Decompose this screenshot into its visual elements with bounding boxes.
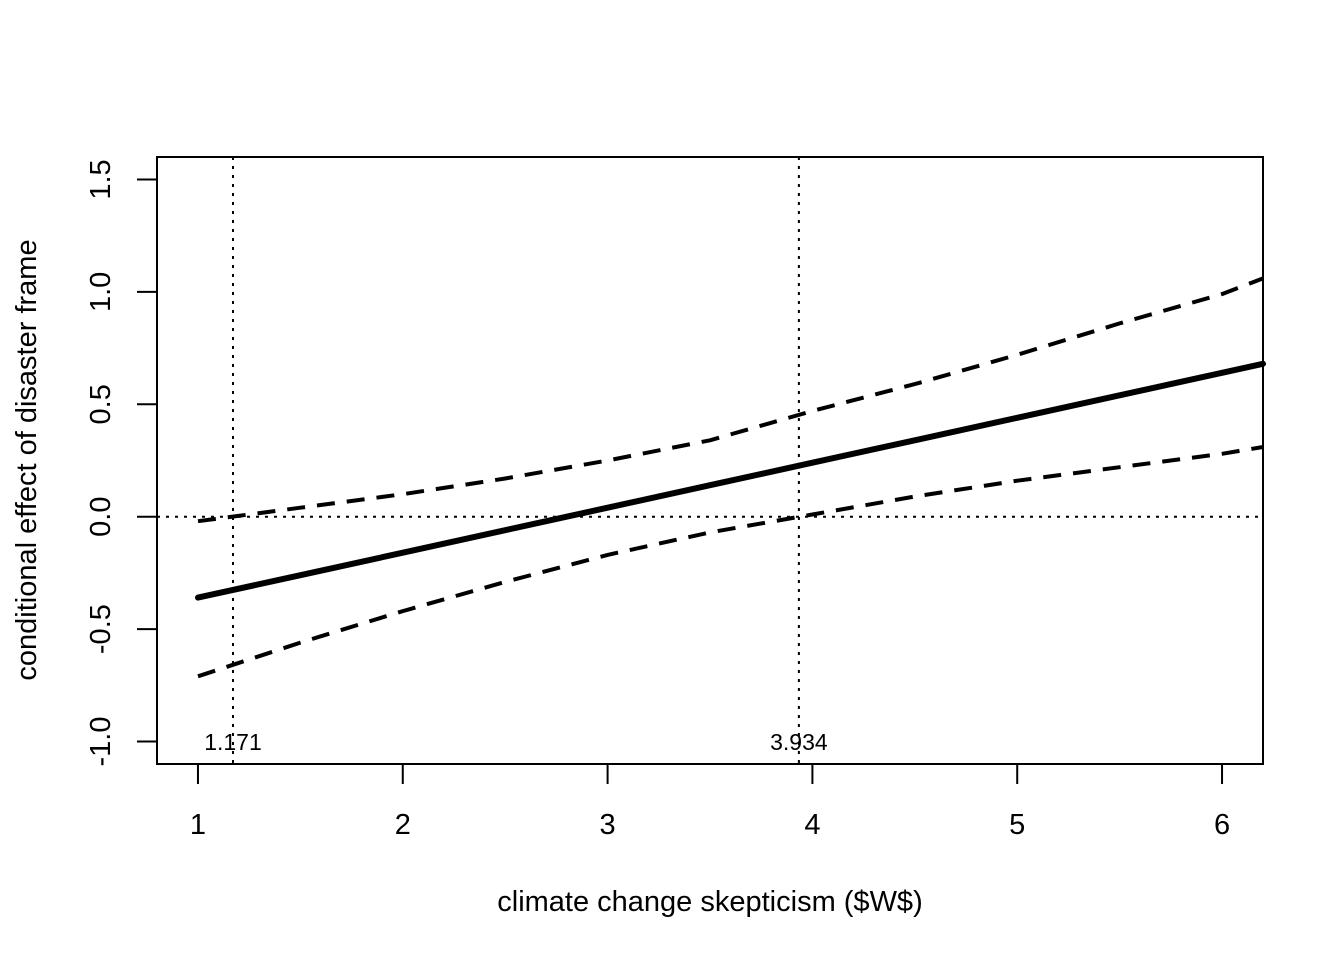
x-tick-label-3: 3 (600, 809, 616, 841)
y-tick-label-0: -1.0 (85, 717, 117, 767)
y-tick-label-4: 1.0 (85, 272, 117, 312)
conditional-effect-line (195, 360, 1266, 601)
y-axis: -1.0 -0.5 0.0 0.5 1.0 1.5 (85, 159, 158, 767)
x-tick-label-6: 6 (1214, 809, 1230, 841)
x-axis-title: climate change skepticism ($W$) (497, 886, 922, 918)
vertical-line-label-1: 3.934 (770, 729, 828, 755)
y-tick-label-5: 1.5 (85, 159, 117, 199)
x-tick-label-4: 4 (804, 809, 820, 841)
x-tick-label-1: 1 (190, 809, 206, 841)
series-layer (195, 276, 1266, 679)
x-axis: 1 2 3 4 5 6 (190, 763, 1230, 841)
confidence-band-line-2 (197, 445, 1264, 679)
y-tick-label-3: 0.5 (85, 384, 117, 424)
y-tick-label-1: -0.5 (85, 604, 117, 654)
vertical-line-label-0: 1.171 (204, 729, 262, 755)
x-tick-label-5: 5 (1009, 809, 1025, 841)
y-tick-label-2: 0.0 (85, 497, 117, 537)
y-axis-title: conditional effect of disaster frame (11, 239, 43, 680)
vertical-line-labels: 1.171 3.934 (204, 729, 828, 755)
x-tick-label-2: 2 (395, 809, 411, 841)
confidence-band-line-1 (197, 276, 1264, 524)
